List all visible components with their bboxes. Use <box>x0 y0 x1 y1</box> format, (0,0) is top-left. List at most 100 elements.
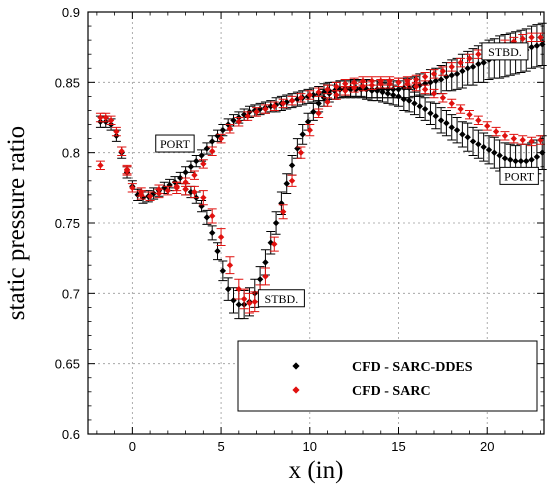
data-point <box>492 128 500 135</box>
data-point <box>464 65 471 72</box>
data-point <box>501 155 509 162</box>
data-point <box>519 136 526 144</box>
data-point <box>187 188 195 196</box>
data-point <box>297 149 305 156</box>
data-point <box>315 100 322 107</box>
data-point <box>324 98 331 106</box>
data-point <box>262 259 269 266</box>
data-point <box>457 59 464 66</box>
data-point <box>475 60 482 68</box>
data-point <box>226 125 234 132</box>
y-axis-title: static pressure ratio <box>3 126 30 320</box>
data-point <box>306 91 313 99</box>
data-point <box>272 219 280 227</box>
annotation: PORT <box>499 166 539 185</box>
data-point <box>368 81 376 89</box>
data-point <box>193 157 200 165</box>
data-point <box>279 100 287 107</box>
legend: CFD - SARC-DDES CFD - SARC <box>237 340 538 412</box>
data-point <box>421 73 429 80</box>
data-point <box>267 239 274 246</box>
legend-label-sarc: CFD - SARC <box>352 384 431 399</box>
x-tick-label: 0 <box>129 439 136 454</box>
y-tick-label: 0.75 <box>55 216 80 231</box>
data-point <box>226 262 234 269</box>
data-point <box>299 131 306 138</box>
data-point <box>246 299 253 307</box>
data-point <box>491 149 498 156</box>
data-point <box>432 112 439 120</box>
y-tick-label: 0.65 <box>55 357 80 372</box>
annotations: PORT STBD. PORT STBD. <box>155 42 539 308</box>
data-point <box>430 90 438 97</box>
data-point <box>240 111 248 118</box>
data-point <box>164 187 172 194</box>
annotation-label: PORT <box>504 169 535 183</box>
annotation-box <box>499 166 539 185</box>
data-point <box>533 153 541 161</box>
data-point <box>107 117 115 124</box>
data-point <box>138 188 145 196</box>
axis-ticks: 0 5 10 15 20 0.6 0.65 0.7 0.75 0.8 0.85 0.9 <box>55 5 544 454</box>
data-point <box>501 132 509 139</box>
annotation-label: STBD. <box>265 292 299 306</box>
data-point <box>459 131 466 138</box>
data-point <box>437 117 445 124</box>
data-point <box>256 276 264 283</box>
data-point <box>288 177 296 184</box>
data-point <box>271 240 278 248</box>
data-point <box>315 110 322 117</box>
data-point <box>209 229 216 237</box>
y-tick-label: 0.85 <box>55 75 80 90</box>
data-point <box>413 76 420 83</box>
data-point <box>421 86 429 93</box>
data-point <box>279 208 287 215</box>
x-tick-label: 20 <box>480 439 494 454</box>
annotation-label: STBD. <box>488 45 522 59</box>
data-point <box>262 105 269 113</box>
data-point <box>342 87 349 94</box>
data-point <box>459 67 466 75</box>
data-point <box>187 163 195 170</box>
x-tick-label: 15 <box>391 439 405 454</box>
data-point <box>155 186 163 193</box>
data-point <box>377 80 384 87</box>
annotation-box <box>155 134 195 153</box>
data-point <box>432 77 439 85</box>
legend-label-sarc-ddes: CFD - SARC-DDES <box>352 360 473 375</box>
data-point <box>173 184 180 192</box>
legend-marker-sarc <box>292 386 300 394</box>
y-tick-label: 0.6 <box>62 427 80 442</box>
data-point <box>333 91 340 99</box>
data-point <box>191 188 198 196</box>
data-point <box>219 126 227 134</box>
data-point <box>288 162 296 169</box>
data-point <box>297 94 305 102</box>
data-point <box>395 86 402 93</box>
data-point <box>439 67 447 75</box>
data-point <box>217 135 225 142</box>
data-point <box>118 148 125 155</box>
data-point <box>448 124 455 131</box>
data-point <box>386 80 393 87</box>
data-point <box>517 157 525 165</box>
data-point <box>253 108 260 116</box>
data-point <box>384 86 392 93</box>
annotation: STBD. <box>257 289 305 308</box>
annotation: STBD. <box>481 42 529 61</box>
data-point <box>350 84 358 92</box>
data-point <box>342 80 349 87</box>
data-point <box>102 114 109 121</box>
annotation: PORT <box>155 134 195 153</box>
data-point <box>480 59 487 66</box>
x-tick-label: 10 <box>303 439 317 454</box>
data-point <box>485 146 493 154</box>
data-point <box>262 273 269 280</box>
data-point <box>427 110 434 117</box>
data-point <box>480 143 487 151</box>
data-point <box>97 162 104 169</box>
y-tick-label: 0.8 <box>62 146 80 161</box>
legend-box <box>237 340 538 412</box>
data-point <box>475 117 482 124</box>
